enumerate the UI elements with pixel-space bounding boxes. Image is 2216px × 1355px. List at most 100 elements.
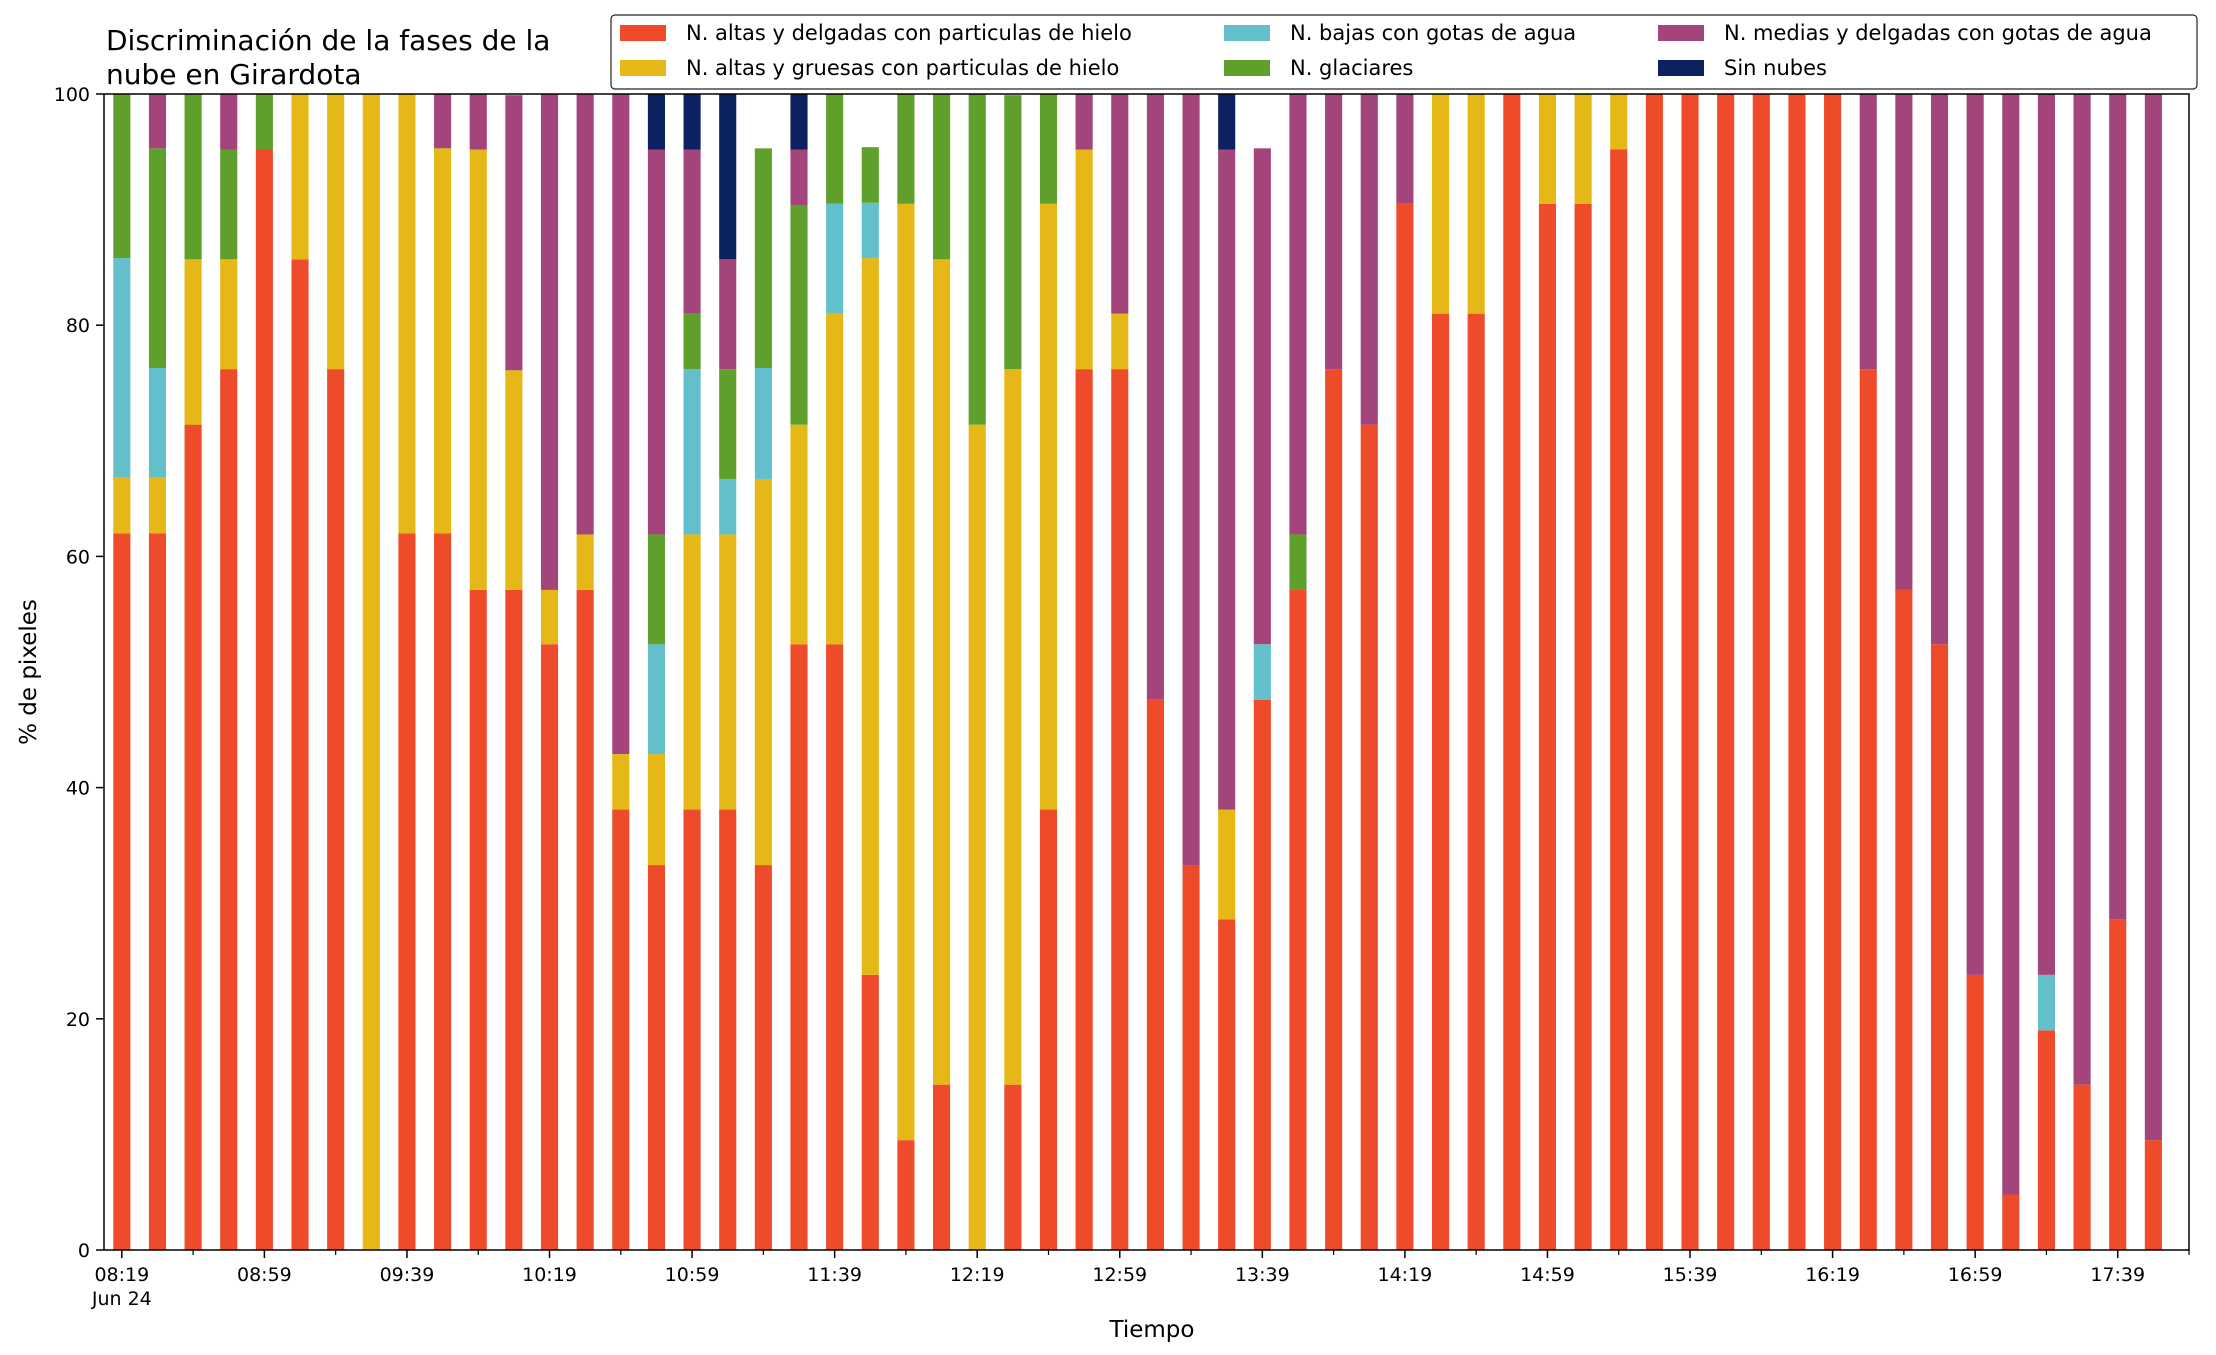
bar-segment-1729-s4 — [2073, 94, 2091, 1085]
bar-segment-1719-s0 — [2037, 1030, 2055, 1250]
bar-segment-1159-s1 — [897, 203, 915, 1141]
bar-segment-1059-s4 — [683, 149, 701, 314]
bar-segment-0849-s1 — [220, 259, 238, 370]
bar-segment-1649-s0 — [1930, 644, 1949, 1250]
bar-segment-1609-s0 — [1788, 94, 1806, 1250]
bar-segment-0829-s4 — [148, 94, 167, 149]
y-axis: 0 20 40 60 80 100 — [54, 84, 104, 1262]
y-tick-label-40: 40 — [66, 778, 90, 800]
bar-segment-1029-s4 — [576, 94, 594, 535]
bar-segment-1019-s1 — [540, 589, 559, 645]
bar-segment-1539-s0 — [1681, 94, 1699, 1250]
bar-segment-1639-s4 — [1895, 94, 1913, 590]
bar-segment-0919-s1 — [327, 94, 345, 370]
bar-segment-1639-s0 — [1895, 589, 1913, 1250]
bar-segment-0829-s1 — [148, 477, 167, 534]
bar-segment-1739-s0 — [2109, 919, 2127, 1250]
bar-segment-1109-s4 — [719, 259, 737, 370]
bar-segment-0919-s0 — [327, 369, 345, 1250]
bar-segment-1439-s1 — [1467, 94, 1485, 314]
bar-segment-1159-s0 — [897, 1140, 915, 1250]
bar-segment-1719-s4 — [2037, 94, 2055, 975]
bar-segment-1139-s0 — [826, 644, 844, 1250]
bar-segment-1149-s2 — [861, 202, 879, 259]
x-tick-label: 10:19 — [522, 1264, 577, 1286]
bar-segment-1049-s0 — [647, 865, 665, 1250]
bar-segment-1159-s3 — [897, 94, 915, 204]
bar-segment-1109-s5 — [719, 94, 737, 260]
bar-segment-1509-s1 — [1574, 94, 1592, 204]
bar-segment-1009-s4 — [505, 95, 523, 371]
bar-segment-1149-s3 — [861, 147, 879, 203]
bar-segment-1409-s0 — [1360, 424, 1378, 1250]
bar-segment-1359-s4 — [1325, 94, 1343, 370]
bar-segment-1719-s2 — [2037, 974, 2055, 1031]
bar-segment-0909-s1 — [291, 94, 309, 260]
bar-segment-1619-s0 — [1824, 94, 1842, 1250]
bar-segment-1209-s3 — [933, 94, 951, 260]
legend-swatch-4 — [1658, 25, 1704, 41]
bar-segment-1349-s4 — [1289, 94, 1307, 535]
bar-segment-1109-s2 — [719, 478, 737, 535]
legend-swatch-1 — [620, 60, 666, 76]
x-tick-label: 17:39 — [2090, 1264, 2145, 1286]
x-tick-label: 16:19 — [1805, 1264, 1860, 1286]
bar-segment-1729-s0 — [2073, 1084, 2091, 1250]
bar-segment-1259-s1 — [1111, 313, 1129, 370]
bars-layer — [113, 94, 2162, 1251]
bar-segment-1129-s5 — [790, 94, 808, 150]
bar-segment-0959-s0 — [469, 589, 487, 1250]
bar-segment-1059-s1 — [683, 534, 701, 810]
bar-segment-1129-s4 — [790, 149, 808, 205]
bar-segment-1749-s4 — [2144, 94, 2162, 1141]
bar-segment-0939-s0 — [398, 533, 416, 1250]
bar-segment-1209-s0 — [933, 1084, 951, 1250]
bar-segment-1449-s0 — [1503, 94, 1521, 1250]
bar-segment-1009-s1 — [505, 370, 523, 590]
bar-segment-1029-s0 — [576, 589, 594, 1250]
legend-swatch-3 — [1224, 60, 1270, 76]
bar-segment-1559-s0 — [1752, 94, 1770, 1250]
bar-segment-1239-s0 — [1039, 809, 1058, 1250]
bar-segment-0849-s0 — [220, 369, 238, 1250]
y-axis-title: % de pixeles — [16, 599, 42, 745]
x-tick-label: 12:19 — [950, 1264, 1005, 1286]
bar-segment-0839-s3 — [184, 94, 202, 260]
bar-segment-1659-s4 — [1966, 94, 1984, 975]
bar-segment-1049-s1 — [647, 754, 665, 866]
legend-swatch-5 — [1658, 60, 1704, 76]
bar-segment-1219-s3 — [968, 94, 986, 425]
bar-segment-1329-s0 — [1218, 919, 1236, 1250]
bar-segment-1509-s0 — [1574, 203, 1592, 1250]
bar-segment-0839-s1 — [184, 259, 202, 425]
bar-segment-1549-s0 — [1717, 94, 1735, 1250]
bar-segment-0819-s3 — [113, 94, 131, 259]
legend-label-4: N. medias y delgadas con gotas de agua — [1724, 21, 2152, 45]
bar-segment-1139-s2 — [826, 203, 844, 314]
bar-segment-1319-s4 — [1182, 94, 1200, 866]
bar-segment-1039-s4 — [612, 94, 630, 755]
legend-swatch-0 — [620, 25, 666, 41]
bar-segment-1519-s0 — [1610, 149, 1628, 1251]
bar-segment-0829-s2 — [148, 367, 167, 478]
bar-segment-1439-s0 — [1467, 313, 1485, 1250]
bar-segment-1339-s4 — [1253, 148, 1271, 645]
bar-segment-1249-s4 — [1075, 94, 1093, 150]
bar-segment-0959-s1 — [469, 149, 487, 590]
legend-label-3: N. glaciares — [1290, 56, 1413, 80]
bar-segment-1739-s4 — [2109, 94, 2127, 920]
bar-segment-1119-s3 — [754, 148, 772, 368]
bar-segment-1149-s0 — [861, 974, 879, 1250]
bar-segment-1209-s1 — [933, 259, 951, 1085]
bar-segment-1359-s0 — [1325, 369, 1343, 1250]
legend-label-0: N. altas y delgadas con particulas de hi… — [686, 21, 1132, 45]
bar-segment-1059-s0 — [683, 809, 701, 1250]
bar-segment-1529-s0 — [1645, 94, 1663, 1250]
bar-segment-1049-s4 — [647, 149, 665, 535]
bar-segment-1109-s1 — [719, 534, 737, 810]
bar-segment-1419-s0 — [1396, 203, 1414, 1250]
x-tick-label: 15:39 — [1663, 1264, 1718, 1286]
bar-segment-1429-s1 — [1431, 94, 1450, 314]
bar-segment-0929-s1 — [362, 94, 380, 1250]
